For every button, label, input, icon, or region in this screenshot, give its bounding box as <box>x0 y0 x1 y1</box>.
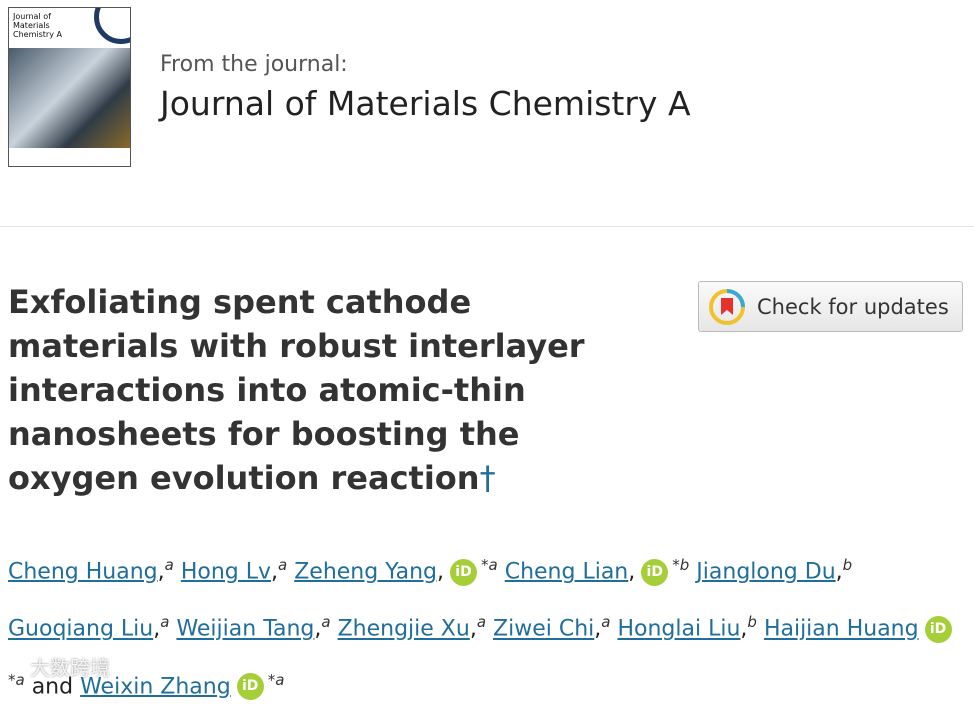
separator: , <box>628 559 636 585</box>
affiliation: a <box>164 556 174 574</box>
separator: , <box>437 559 445 585</box>
affiliation: *a <box>267 670 285 689</box>
check-updates-button[interactable]: Check for updates <box>698 281 963 332</box>
watermark: 大数跨境 <box>30 656 110 680</box>
cover-art <box>9 48 130 148</box>
author-name[interactable]: Hong Lv <box>180 559 272 585</box>
affiliation: a <box>278 556 288 574</box>
cover-title: Journal of Materials Chemistry A <box>13 12 62 39</box>
page: Journal of Materials Chemistry A From th… <box>0 7 974 701</box>
separator: , <box>740 616 748 642</box>
cover-ring <box>94 8 130 44</box>
button-label: Check for updates <box>757 294 949 319</box>
orcid-icon[interactable]: iD <box>450 558 478 586</box>
author-list: Cheng Huang,a Hong Lv,a Zeheng Yang, iD *a… <box>8 540 958 712</box>
author-name[interactable]: Honglai Liu <box>617 616 741 642</box>
separator: , <box>594 616 602 642</box>
author-name[interactable]: Cheng Lian <box>504 559 629 585</box>
author-name[interactable]: Zhengjie Xu <box>337 616 470 642</box>
title-text: Exfoliating spent cathode materials with… <box>8 283 585 497</box>
affiliation: a <box>321 613 331 632</box>
footnote-link[interactable]: † <box>479 459 496 497</box>
orcid-icon[interactable]: iD <box>924 616 952 644</box>
affiliation: b <box>747 613 757 632</box>
affiliation: a <box>476 613 487 632</box>
author-name[interactable]: Haijian Huang <box>763 616 919 642</box>
divider <box>0 226 974 227</box>
crossmark-icon <box>709 288 745 325</box>
affiliation: *a <box>8 670 25 689</box>
separator: , <box>157 559 165 585</box>
article-title: Exfoliating spent cathode materials with… <box>8 280 648 500</box>
author-name[interactable]: Guoqiang Liu <box>8 616 154 642</box>
affiliation: *b <box>672 556 690 574</box>
separator: , <box>271 559 279 585</box>
separator: , <box>153 616 161 642</box>
affiliation: a <box>601 613 611 632</box>
affiliation: *a <box>481 556 498 574</box>
author-name[interactable]: Ziwei Chi <box>493 616 595 642</box>
journal-kicker: From the journal: <box>160 52 348 77</box>
author-name[interactable]: Jianglong Du <box>696 559 836 585</box>
orcid-icon[interactable]: iD <box>236 673 264 701</box>
separator: , <box>314 616 322 642</box>
author-name[interactable]: Cheng Huang <box>8 559 158 585</box>
affiliation: b <box>842 556 853 574</box>
journal-name[interactable]: Journal of Materials Chemistry A <box>160 84 691 123</box>
affiliation: a <box>160 613 170 632</box>
author-name[interactable]: Weijian Tang <box>176 616 315 642</box>
separator: , <box>469 616 477 642</box>
orcid-icon[interactable]: iD <box>641 558 669 586</box>
author-name[interactable]: Zeheng Yang <box>294 559 438 585</box>
separator: , <box>835 559 843 585</box>
journal-cover[interactable]: Journal of Materials Chemistry A <box>8 7 131 167</box>
